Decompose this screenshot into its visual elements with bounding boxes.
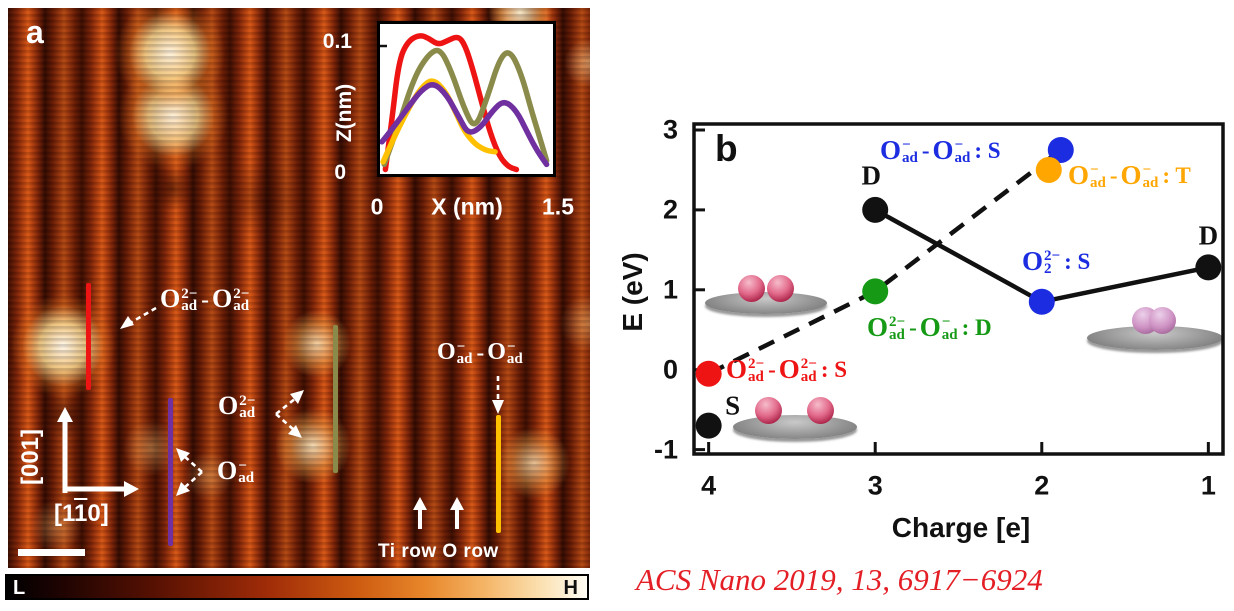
pb-xtick: 2 <box>1034 470 1050 501</box>
energy-vs-charge-plot <box>692 122 1225 456</box>
oxygen-atom-icon <box>738 275 765 302</box>
label-peroxide-singlet: O 2− 2: S <box>1022 246 1091 277</box>
pb-ytick: 1 <box>662 274 678 305</box>
inset-ylabel: Z(nm) <box>333 83 356 143</box>
surface-disk-icon <box>733 415 857 439</box>
o-row-up-arrow-icon <box>450 497 464 529</box>
profile-line-yellow <box>496 415 501 533</box>
profile-line-olive <box>333 325 338 473</box>
oxygen-dimer-atom-icon <box>1149 307 1176 334</box>
label-oad2-single: O 2− ad <box>218 391 256 421</box>
surface-disk-icon <box>705 292 827 314</box>
scale-bar <box>18 549 85 556</box>
pb-xtick: 3 <box>867 470 883 501</box>
direction-110-label: [110] <box>54 500 109 527</box>
inset-xtick-0: 0 <box>370 193 384 220</box>
pb-ytick: -1 <box>653 434 678 465</box>
panel-a-stm-image: a 0.1 Z(nm) 0 0 X (nm) 1.5 O 2− ad - O 2− ad O… <box>8 8 590 568</box>
height-colorbar: L H <box>5 574 589 600</box>
dashed-down-arrow-icon <box>492 376 504 414</box>
inset-ytick-0: 0 <box>334 161 346 184</box>
row-annotation: Ti row O row <box>378 541 499 562</box>
oxygen-atom-icon <box>807 397 834 424</box>
profile-line-purple <box>168 398 173 546</box>
ti-row-up-arrow-icon <box>413 497 427 529</box>
label-oad2-pair: O 2− ad - O 2− ad <box>160 284 250 314</box>
colorbar-low-label: L <box>13 577 26 599</box>
dashed-double-arrow-right-icon <box>275 390 304 438</box>
oxygen-atom-icon <box>767 275 794 302</box>
panel-b-energy-chart: 3 2 1 0 -1 4 3 2 1 S D D b Charge [e] E (eV) O − ad - O… <box>617 114 1225 543</box>
dashed-double-arrow-left-icon <box>176 448 203 496</box>
pb-xtick: 4 <box>701 470 717 501</box>
panel-b-label: b <box>715 128 738 169</box>
label-mixed-doublet: O 2− ad - O − ad: D <box>867 312 992 343</box>
label-oad2-oad2-singlet: O 2− ad - O 2− ad: S <box>726 354 848 385</box>
pb-ytick: 2 <box>662 194 678 225</box>
inset-profile-curves <box>380 33 550 173</box>
crystal-axes-arrows-icon <box>57 407 139 497</box>
inset-xlabel: X (nm) <box>431 193 503 220</box>
label-oad-oad-singlet: O − ad - O − ad: S <box>880 135 1001 166</box>
pb-ytick: 3 <box>662 114 678 145</box>
profile-line-red <box>86 283 91 390</box>
citation-text: ACS Nano 2019, 13, 6917−6924 <box>636 562 1043 597</box>
direction-001-label: [001] <box>17 428 44 486</box>
oxygen-atom-icon <box>755 397 782 424</box>
pb-xtick: 1 <box>1200 470 1216 501</box>
y-axis-title: E (eV) <box>617 252 648 332</box>
dashed-arrow-to-red-feature-icon <box>120 306 157 329</box>
inset-profile-chart <box>377 21 556 177</box>
inset-ytick-0.1: 0.1 <box>322 30 352 53</box>
pb-ytick: 0 <box>662 354 678 385</box>
label-oad1-pair: O − ad - O − ad <box>437 339 523 368</box>
x-axis-title: Charge [e] <box>891 512 1031 543</box>
inset-xtick-1.5: 1.5 <box>542 193 574 220</box>
panel-a-label: a <box>26 14 44 50</box>
label-oad-oad-triplet: O − ad - O − ad: T <box>1068 160 1191 191</box>
label-oad1-single: O − ad <box>217 456 255 486</box>
colorbar-high-label: H <box>563 577 578 599</box>
